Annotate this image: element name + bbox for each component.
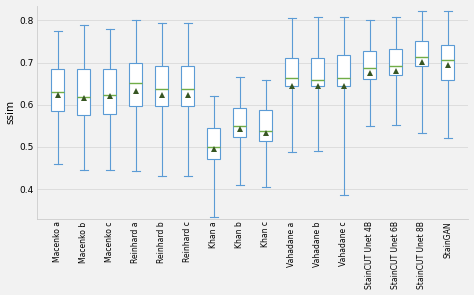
Bar	[389, 49, 402, 75]
Bar	[103, 69, 116, 114]
Bar	[415, 41, 428, 66]
Y-axis label: ssim: ssim	[6, 100, 16, 124]
Bar	[51, 69, 64, 111]
Bar	[155, 66, 168, 106]
Bar	[233, 108, 246, 137]
Bar	[207, 128, 220, 159]
Bar	[285, 58, 298, 86]
Bar	[311, 58, 324, 86]
Bar	[441, 45, 454, 80]
Bar	[363, 51, 376, 78]
Bar	[77, 69, 90, 115]
Bar	[337, 55, 350, 86]
Bar	[181, 66, 194, 106]
Bar	[259, 110, 272, 141]
Bar	[129, 63, 142, 106]
